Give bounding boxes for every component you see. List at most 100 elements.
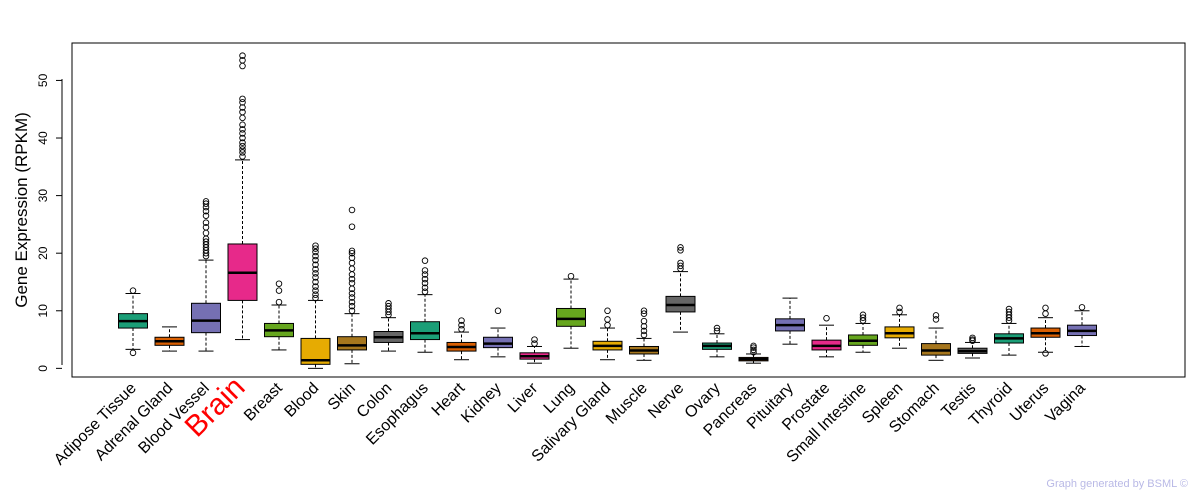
iqr-box (191, 302, 221, 334)
y-tick-label: 20 (36, 246, 50, 260)
outlier-point (385, 300, 392, 307)
outlier-point (202, 198, 210, 205)
outlier-point (312, 283, 319, 290)
box-adrenal-gland (154, 326, 185, 352)
outlier-point (348, 294, 356, 301)
outlier-point (275, 287, 283, 294)
outlier-point (239, 114, 246, 122)
box-vagina (1067, 304, 1097, 347)
outlier-point (1042, 310, 1049, 317)
outlier-point (348, 223, 356, 230)
outlier-point (1042, 304, 1049, 312)
outlier-point (348, 298, 356, 306)
outlier-point (348, 307, 356, 315)
outlier-point (312, 266, 319, 273)
outlier-point (421, 257, 429, 264)
outlier-point (312, 261, 319, 268)
outlier-point (239, 139, 246, 146)
outlier-point (458, 317, 465, 324)
outlier-point (312, 278, 319, 286)
footer-credit: Graph generated by BSML © (1046, 478, 1188, 490)
outlier-point (750, 346, 757, 354)
box-spleen (884, 304, 915, 349)
outlier-point (640, 327, 648, 335)
outlier-point (969, 336, 976, 343)
box-muscle (629, 307, 659, 361)
outlier-point (969, 334, 976, 342)
outlier-point (421, 275, 429, 283)
outlier-point (823, 315, 830, 322)
y-tick-label: 10 (36, 304, 50, 318)
box-salivary-gland (592, 307, 623, 361)
outlier-point (202, 207, 210, 215)
iqr-box (410, 321, 440, 341)
outlier-point (677, 262, 684, 270)
outlier-point (932, 312, 940, 319)
box-esophagus (410, 257, 440, 353)
outlier-point (1042, 350, 1049, 357)
outlier-point (458, 321, 465, 329)
outlier-point (750, 342, 757, 350)
x-tick-label: Breast (241, 379, 286, 424)
outlier-point (239, 108, 246, 116)
outlier-point (348, 279, 356, 287)
outlier-point (312, 294, 319, 302)
box-pancreas (738, 342, 769, 364)
box-nerve (665, 244, 696, 333)
outlier-point (604, 321, 611, 329)
outlier-point (275, 280, 283, 287)
outlier-point (312, 248, 319, 256)
box-heart (446, 317, 477, 361)
y-axis-label: Gene Expression (RPKM) (12, 112, 31, 308)
outlier-point (1078, 304, 1086, 311)
box-testis (957, 334, 988, 359)
outlier-point (312, 270, 319, 277)
outlier-point (312, 242, 319, 249)
outlier-point (239, 95, 246, 103)
iqr-box (337, 336, 367, 351)
box-liver (519, 336, 550, 364)
outlier-point (348, 247, 356, 255)
outlier-point (239, 153, 246, 160)
box-ovary (702, 324, 732, 358)
box-kidney (483, 307, 513, 358)
outlier-point (312, 245, 319, 252)
outlier-point (239, 149, 246, 156)
outlier-point (531, 336, 538, 343)
plot-frame (71, 42, 1186, 378)
outlier-point (640, 317, 648, 325)
outlier-point (640, 310, 648, 317)
outlier-point (239, 130, 246, 137)
x-tick-label: Liver (505, 379, 542, 416)
x-tick-label: Vagina (1042, 380, 1088, 426)
outlier-point (677, 244, 684, 251)
outlier-point (239, 52, 246, 59)
outlier-point (567, 272, 575, 280)
y-tick-label: 50 (36, 73, 50, 87)
x-tick-label: Blood (281, 380, 322, 421)
box-breast (264, 280, 294, 351)
box-adipose-tissue (118, 287, 148, 357)
outlier-point (385, 302, 392, 310)
outlier-point (348, 206, 356, 214)
outlier-point (202, 224, 210, 231)
outlier-point (202, 200, 210, 207)
outlier-point (896, 304, 903, 312)
outlier-point (1005, 305, 1013, 313)
outlier-point (348, 254, 356, 262)
outlier-point (932, 316, 940, 323)
x-tick-label: Nerve (645, 380, 687, 422)
box-uterus (1030, 304, 1061, 357)
outlier-point (239, 121, 246, 129)
outlier-point (750, 344, 757, 351)
outlier-point (312, 291, 319, 298)
outlier-point (312, 274, 319, 281)
outlier-point (312, 252, 319, 260)
box-brain (227, 52, 258, 341)
box-pituitary (775, 297, 805, 345)
outlier-point (239, 62, 246, 70)
outlier-point (677, 259, 684, 267)
outlier-point (494, 307, 502, 315)
outlier-point (421, 288, 429, 296)
